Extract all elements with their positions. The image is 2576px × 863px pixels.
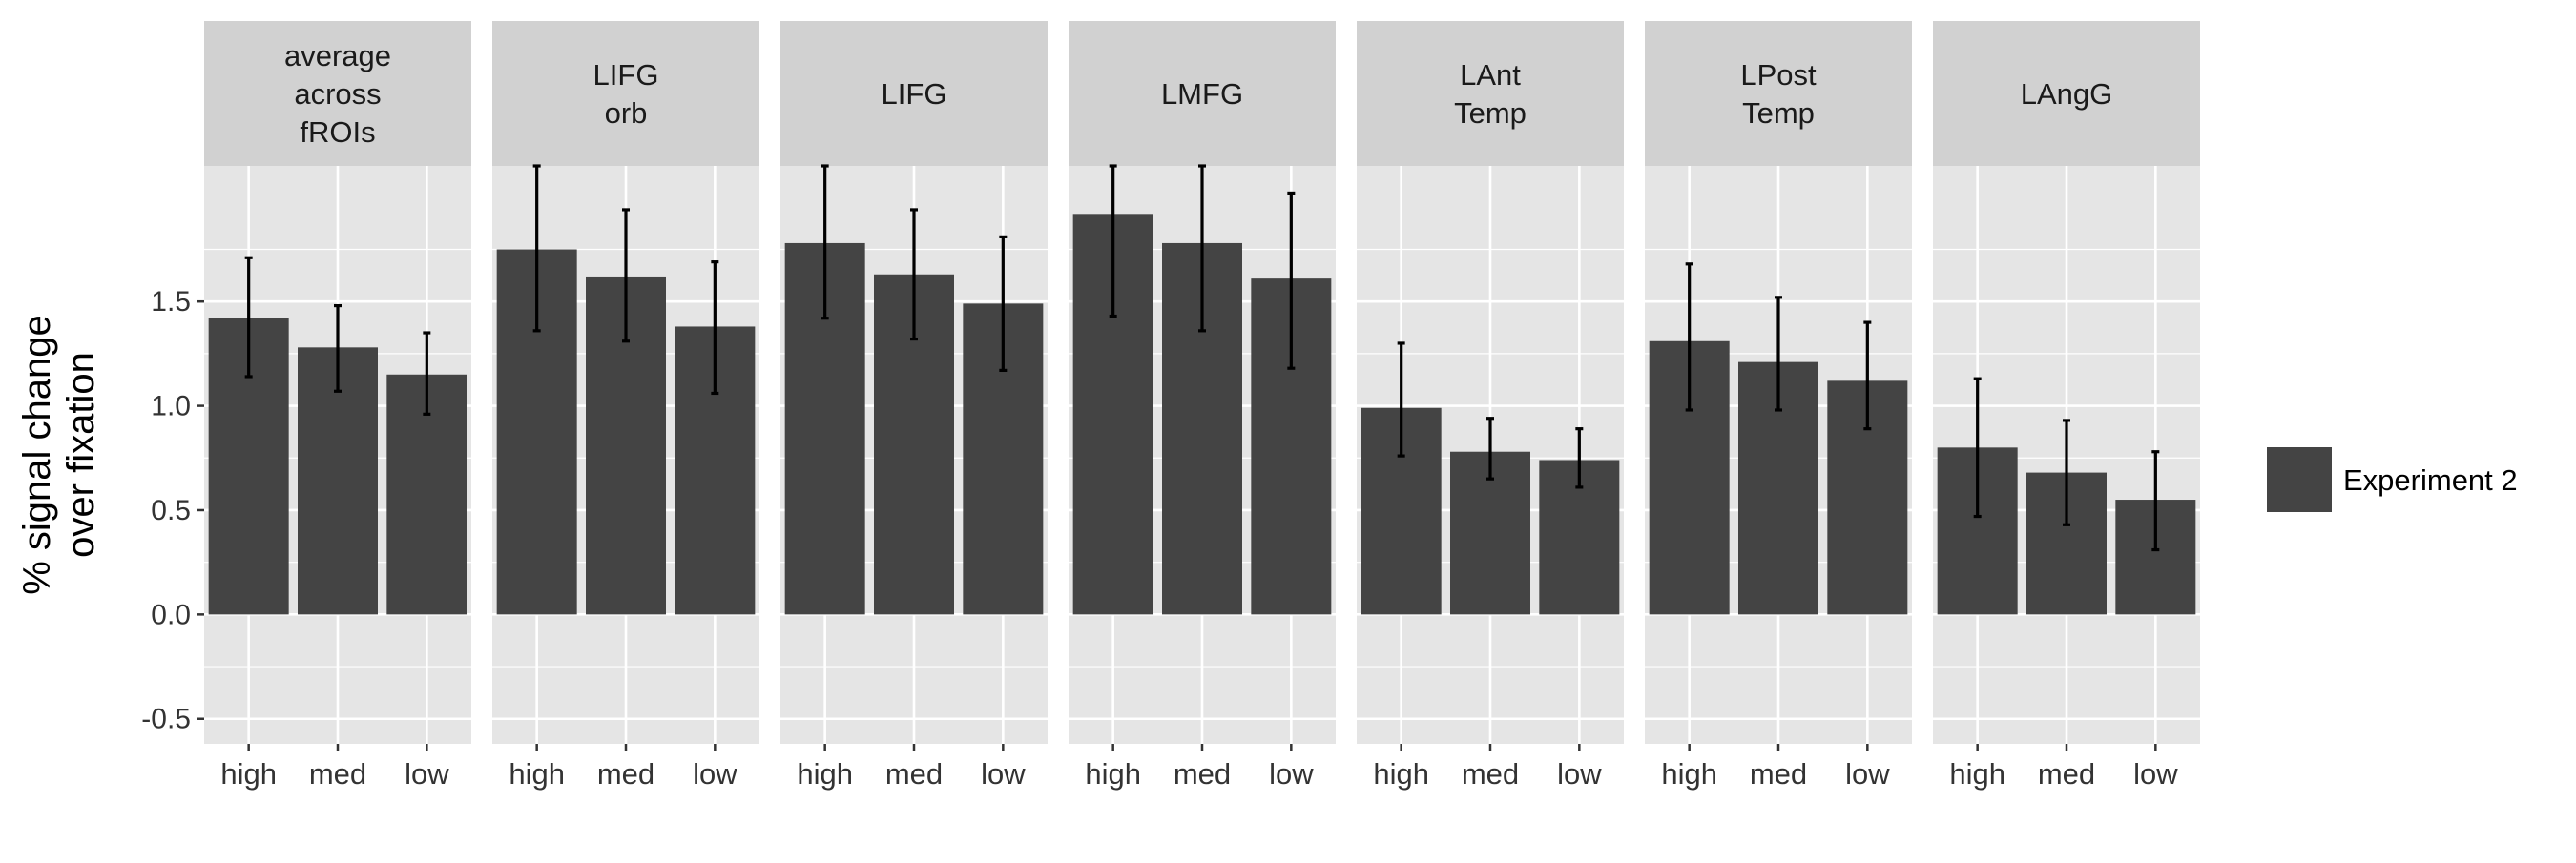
- x-tick-label: med: [1750, 757, 1807, 791]
- facet-strip-label: LIFG: [593, 58, 659, 92]
- facet-strip: [1357, 21, 1624, 166]
- x-tick-label: low: [981, 757, 1026, 791]
- facet-strip-label: across: [294, 77, 381, 111]
- x-tick-label: med: [309, 757, 366, 791]
- x-tick-label: high: [1085, 757, 1141, 791]
- facet-panel: average across fROIs high med low: [204, 21, 471, 791]
- facet-strip: [492, 21, 759, 166]
- facet-panel: LPost Temp high med low: [1645, 21, 1912, 791]
- x-tick-label: high: [220, 757, 277, 791]
- x-tick-label: low: [1557, 757, 1602, 791]
- x-tick-label: high: [1373, 757, 1429, 791]
- x-tick-label: low: [2133, 757, 2178, 791]
- y-axis-title: % signal changeover fixation: [16, 315, 102, 595]
- facet-strip: [204, 21, 471, 166]
- x-tick-label: low: [405, 757, 449, 791]
- y-tick-label: 0.0: [151, 599, 191, 630]
- x-tick-label: med: [2038, 757, 2095, 791]
- y-tick-label: 0.5: [151, 495, 191, 526]
- y-tick-label: 1.0: [151, 391, 191, 422]
- x-tick-label: med: [1174, 757, 1231, 791]
- legend-key: [2267, 447, 2332, 512]
- facet-panel: LAnt Temp high med low: [1357, 21, 1624, 791]
- facet-strip-label: LIFG: [882, 77, 947, 111]
- y-tick-label: -0.5: [141, 704, 191, 735]
- facet-strip: [1069, 21, 1336, 166]
- facet-strip-label: orb: [605, 96, 648, 130]
- x-tick-label: low: [693, 757, 737, 791]
- x-tick-label: med: [1462, 757, 1519, 791]
- x-tick-label: med: [597, 757, 654, 791]
- x-tick-label: low: [1845, 757, 1890, 791]
- facet-strip-label: fROIs: [300, 115, 375, 149]
- facet-strip: [1933, 21, 2200, 166]
- facet-strip-label: average: [284, 39, 391, 72]
- facet-panel: LIFG orb high med low: [492, 21, 759, 791]
- y-tick-label: 1.5: [151, 286, 191, 318]
- facet-strip-label: LPost: [1740, 58, 1817, 92]
- facet-strip-label: LAngG: [2021, 77, 2113, 111]
- y-axis: -0.5 0.0 0.5 1.0 1.5: [141, 286, 204, 735]
- y-axis-title-line: over fixation: [60, 352, 102, 558]
- x-tick-label: high: [509, 757, 565, 791]
- facet-panel: LAngG high med low: [1933, 21, 2200, 791]
- facet-strip-label: Temp: [1742, 96, 1815, 130]
- y-axis-title-line: % signal change: [16, 315, 58, 595]
- legend: Experiment 2: [2267, 447, 2518, 512]
- facet-strip-label: LMFG: [1161, 77, 1243, 111]
- facet-panel: LMFG high med low: [1069, 21, 1336, 791]
- y-axis-title-group: % signal changeover fixation: [16, 315, 102, 595]
- facet-strip-label: LAnt: [1460, 58, 1521, 92]
- facet-strip: [780, 21, 1048, 166]
- x-tick-label: high: [1949, 757, 2005, 791]
- facet-panel: LIFG high med low: [780, 21, 1048, 791]
- x-tick-label: low: [1269, 757, 1314, 791]
- facet-strip-label: Temp: [1454, 96, 1527, 130]
- facet-strip: [1645, 21, 1912, 166]
- legend-label: Experiment 2: [2343, 463, 2518, 497]
- x-tick-label: med: [885, 757, 943, 791]
- x-tick-label: high: [797, 757, 853, 791]
- x-tick-label: high: [1661, 757, 1717, 791]
